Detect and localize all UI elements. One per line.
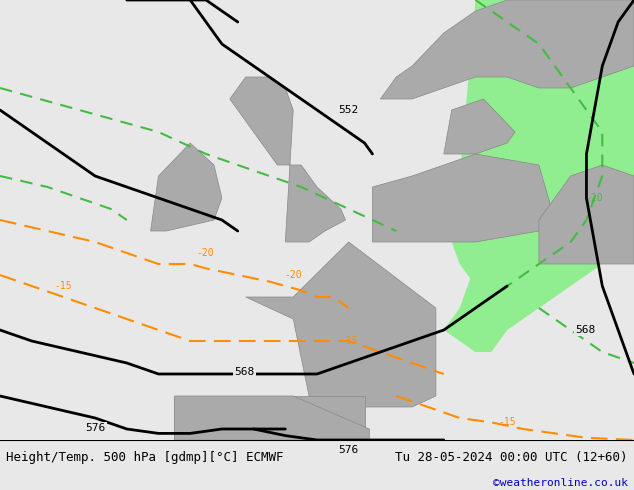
Text: ©weatheronline.co.uk: ©weatheronline.co.uk bbox=[493, 477, 628, 488]
Polygon shape bbox=[174, 396, 365, 440]
Text: -15: -15 bbox=[498, 417, 516, 427]
Text: -15: -15 bbox=[55, 281, 72, 291]
Polygon shape bbox=[246, 242, 436, 407]
Polygon shape bbox=[150, 143, 222, 231]
Text: Height/Temp. 500 hPa [gdmp][°C] ECMWF: Height/Temp. 500 hPa [gdmp][°C] ECMWF bbox=[6, 451, 284, 464]
Text: 552: 552 bbox=[338, 105, 358, 115]
Polygon shape bbox=[230, 77, 346, 242]
Text: -20: -20 bbox=[586, 193, 603, 203]
Text: 568: 568 bbox=[234, 367, 254, 377]
Text: 576: 576 bbox=[85, 423, 105, 433]
Polygon shape bbox=[444, 99, 515, 154]
Text: -20: -20 bbox=[285, 270, 302, 280]
Polygon shape bbox=[539, 165, 634, 264]
Text: -20: -20 bbox=[197, 248, 214, 258]
Polygon shape bbox=[555, 0, 634, 66]
Polygon shape bbox=[444, 0, 634, 352]
Polygon shape bbox=[373, 154, 555, 242]
Text: -15: -15 bbox=[340, 336, 358, 346]
Text: 576: 576 bbox=[339, 445, 359, 455]
Polygon shape bbox=[380, 0, 634, 99]
Polygon shape bbox=[174, 396, 369, 440]
Text: Tu 28-05-2024 00:00 UTC (12+60): Tu 28-05-2024 00:00 UTC (12+60) bbox=[395, 451, 628, 464]
Text: 568: 568 bbox=[576, 325, 596, 335]
